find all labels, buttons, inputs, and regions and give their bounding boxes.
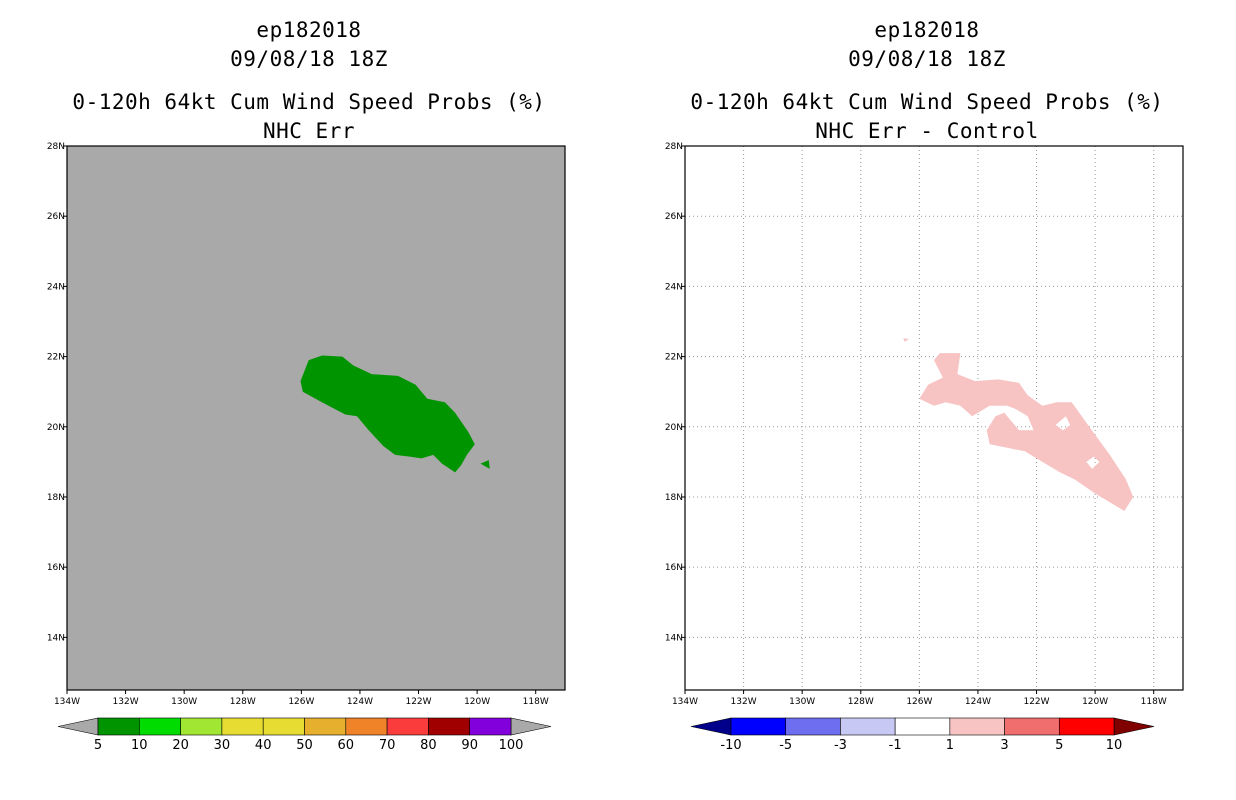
colorbar-label: 5: [94, 738, 102, 753]
probability-map: 134W 132W 130W 128W 126W 124W 122W 120W 118W 14N 1…: [47, 142, 566, 753]
colorbar-label: 10: [1106, 738, 1123, 753]
colorbar-swatch: [730, 717, 787, 736]
difference-panel: ep182018 09/08/18 18Z 0-120h 64kt Cum Wi…: [618, 0, 1236, 800]
datetime: 09/08/18 18Z: [230, 47, 388, 71]
plot-background: [685, 146, 1183, 690]
colorbar-arrow-high: [1113, 717, 1155, 736]
colorbar-label: -5: [779, 738, 792, 753]
y-tick-label: 28N: [665, 142, 683, 152]
colorbar-swatch: [785, 717, 841, 736]
storm-id: ep182018: [874, 18, 980, 42]
y-tick-label: 22N: [47, 353, 65, 363]
x-tick-label: 134W: [672, 697, 698, 707]
y-tick-label: 16N: [47, 563, 65, 573]
x-tick-label: 118W: [1141, 697, 1167, 707]
plot-frame: [66, 145, 566, 691]
colorbar-swatch: [949, 717, 1005, 736]
colorbar-swatch: [469, 717, 512, 736]
x-tick-label: 124W: [965, 697, 991, 707]
colorbar-arrow-high: [510, 717, 552, 736]
colorbar-swatch: [1058, 717, 1115, 736]
x-tick-label: 132W: [113, 697, 139, 707]
colorbar-label: -3: [834, 738, 847, 753]
y-tick-label: 16N: [665, 563, 683, 573]
y-tick-label: 26N: [47, 212, 65, 222]
colorbar-label: 70: [379, 738, 396, 753]
y-tick-label: 18N: [47, 493, 65, 503]
colorbar-label: 90: [461, 738, 478, 753]
x-tick-label: 118W: [523, 697, 549, 707]
plot-frame: [684, 145, 1184, 691]
datetime: 09/08/18 18Z: [848, 47, 1006, 71]
y-tick-label: 24N: [47, 282, 65, 292]
colorbar-swatch: [1004, 717, 1060, 736]
colorbar-label: 80: [420, 738, 437, 753]
chart-title: 0-120h 64kt Cum Wind Speed Probs (%): [72, 90, 546, 114]
colorbar-label: 50: [296, 738, 313, 753]
colorbar-arrow-low: [690, 717, 732, 736]
x-tick-label: 120W: [1082, 697, 1108, 707]
x-tick-label: 126W: [288, 697, 314, 707]
colorbar-label: 20: [172, 738, 189, 753]
y-tick-label: 22N: [665, 353, 683, 363]
y-tick-label: 26N: [665, 212, 683, 222]
x-tick-label: 128W: [848, 697, 874, 707]
colorbar-label: 5: [1055, 738, 1063, 753]
y-tick-label: 14N: [47, 633, 65, 643]
x-tick-label: 130W: [171, 697, 197, 707]
colorbar-label: 3: [1000, 738, 1008, 753]
x-tick-label: 122W: [1023, 697, 1049, 707]
difference-map: 134W 132W 130W 128W 126W 124W 122W 120W 118W 14N 1…: [665, 142, 1184, 753]
colorbar-label: 40: [255, 738, 272, 753]
contour-region-5-10: [300, 355, 490, 473]
colorbar-swatch: [221, 717, 264, 736]
colorbar-swatch: [345, 717, 388, 736]
colorbar-label: 100: [499, 738, 524, 753]
x-tick-label: 124W: [347, 697, 373, 707]
y-tick-label: 24N: [665, 282, 683, 292]
chart-subtitle: NHC Err: [262, 119, 355, 143]
x-tick-label: 130W: [789, 697, 815, 707]
colorbar-label: 1: [946, 738, 954, 753]
colorbar-swatch: [304, 717, 347, 736]
colorbar-label: -10: [720, 738, 741, 753]
x-tick-label: 120W: [464, 697, 490, 707]
colorbar-swatch: [840, 717, 896, 736]
y-tick-label: 14N: [665, 633, 683, 643]
x-tick-label: 122W: [405, 697, 431, 707]
x-tick-label: 128W: [230, 697, 256, 707]
contour-region-1-3: [903, 338, 1134, 511]
x-tick-label: 132W: [731, 697, 757, 707]
colorbar-swatch: [428, 717, 470, 736]
colorbar-swatch: [97, 717, 140, 736]
colorbar-arrow-low: [57, 717, 99, 736]
colorbar-swatch: [139, 717, 181, 736]
storm-id: ep182018: [256, 18, 362, 42]
y-tick-label: 20N: [47, 423, 65, 433]
colorbar-label: 30: [214, 738, 231, 753]
x-tick-label: 134W: [54, 697, 80, 707]
y-tick-label: 28N: [47, 142, 65, 152]
colorbar-label: -1: [889, 738, 902, 753]
chart-title: 0-120h 64kt Cum Wind Speed Probs (%): [690, 90, 1164, 114]
x-tick-label: 126W: [906, 697, 932, 707]
chart-subtitle: NHC Err - Control: [815, 119, 1039, 143]
colorbar-label: 10: [131, 738, 148, 753]
colorbar-swatch: [894, 717, 951, 736]
y-tick-label: 20N: [665, 423, 683, 433]
probability-panel: ep182018 09/08/18 18Z 0-120h 64kt Cum Wi…: [47, 18, 566, 753]
y-tick-label: 18N: [665, 493, 683, 503]
plot-background: [67, 146, 565, 690]
colorbar-swatch: [386, 717, 429, 736]
colorbar-label: 60: [338, 738, 355, 753]
colorbar-swatch: [262, 717, 305, 736]
colorbar-swatch: [180, 717, 223, 736]
